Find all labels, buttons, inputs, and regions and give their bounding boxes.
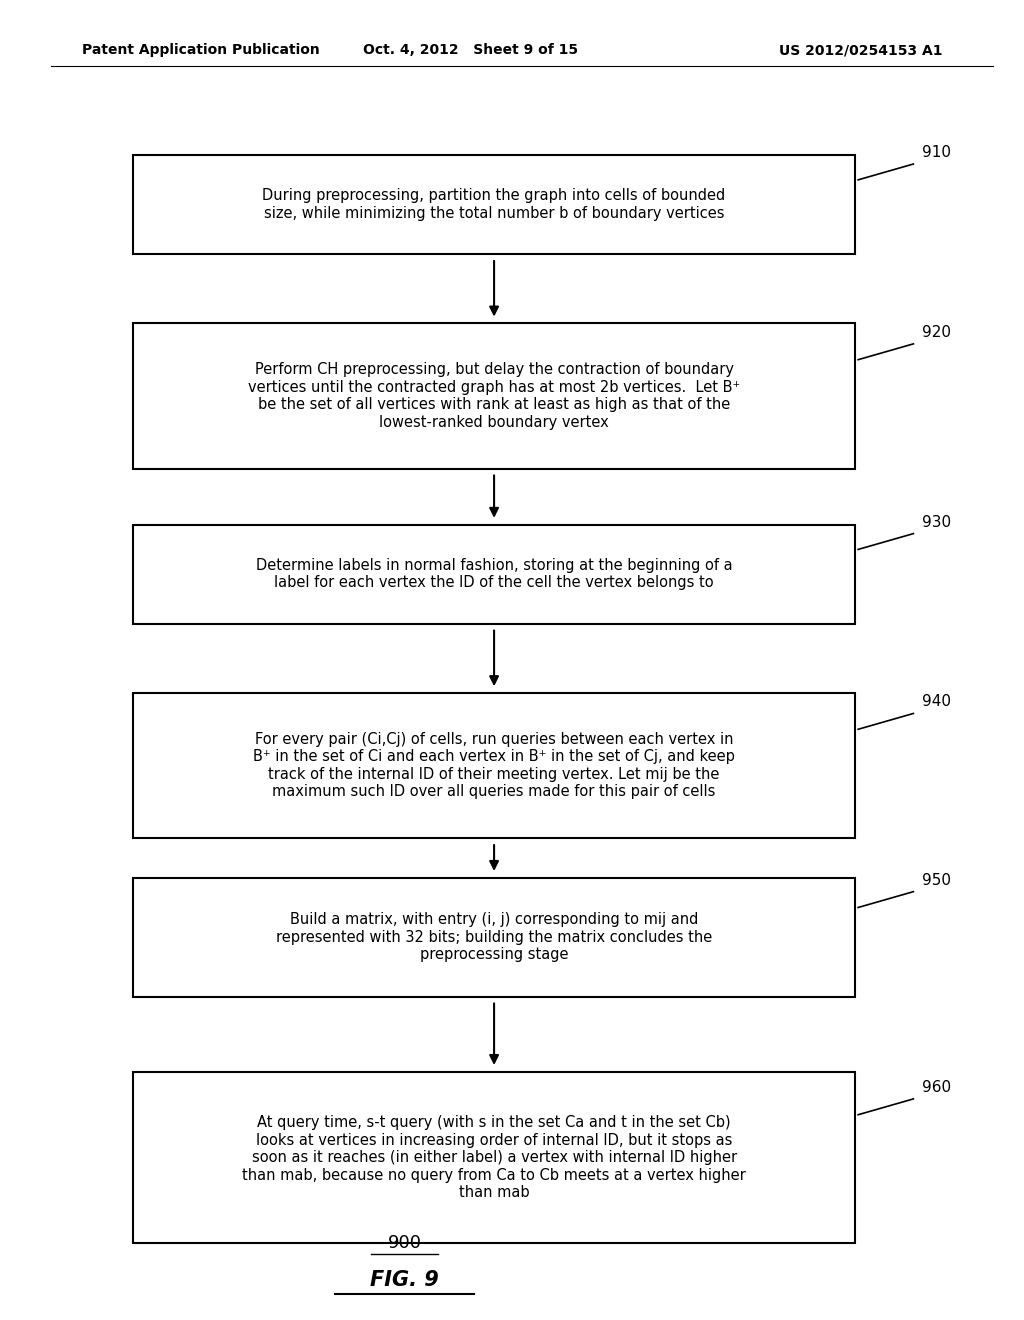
FancyBboxPatch shape: [133, 878, 855, 997]
Text: For every pair (Ci,Cj) of cells, run queries between each vertex in
B⁺ in the se: For every pair (Ci,Cj) of cells, run que…: [253, 733, 735, 799]
FancyBboxPatch shape: [133, 1072, 855, 1243]
Text: During preprocessing, partition the graph into cells of bounded
size, while mini: During preprocessing, partition the grap…: [262, 189, 726, 220]
Text: Build a matrix, with entry (i, j) corresponding to mij and
represented with 32 b: Build a matrix, with entry (i, j) corres…: [275, 912, 713, 962]
Text: 960: 960: [922, 1080, 950, 1096]
Text: 920: 920: [922, 325, 950, 341]
Text: At query time, s-t query (with s in the set Ca and t in the set Cb)
looks at ver: At query time, s-t query (with s in the …: [243, 1115, 745, 1200]
Text: 930: 930: [922, 515, 950, 529]
Text: Patent Application Publication: Patent Application Publication: [82, 44, 319, 57]
FancyBboxPatch shape: [133, 156, 855, 253]
Text: Oct. 4, 2012   Sheet 9 of 15: Oct. 4, 2012 Sheet 9 of 15: [364, 44, 579, 57]
Text: 940: 940: [922, 694, 950, 710]
Text: Perform CH preprocessing, but delay the contraction of boundary
vertices until t: Perform CH preprocessing, but delay the …: [248, 363, 740, 429]
Text: Determine labels in normal fashion, storing at the beginning of a
label for each: Determine labels in normal fashion, stor…: [256, 558, 732, 590]
FancyBboxPatch shape: [133, 323, 855, 469]
Text: 950: 950: [922, 873, 950, 887]
Text: FIG. 9: FIG. 9: [370, 1270, 439, 1291]
Text: US 2012/0254153 A1: US 2012/0254153 A1: [778, 44, 942, 57]
FancyBboxPatch shape: [133, 525, 855, 624]
FancyBboxPatch shape: [133, 693, 855, 838]
Text: 910: 910: [922, 145, 950, 160]
Text: 900: 900: [387, 1234, 422, 1253]
